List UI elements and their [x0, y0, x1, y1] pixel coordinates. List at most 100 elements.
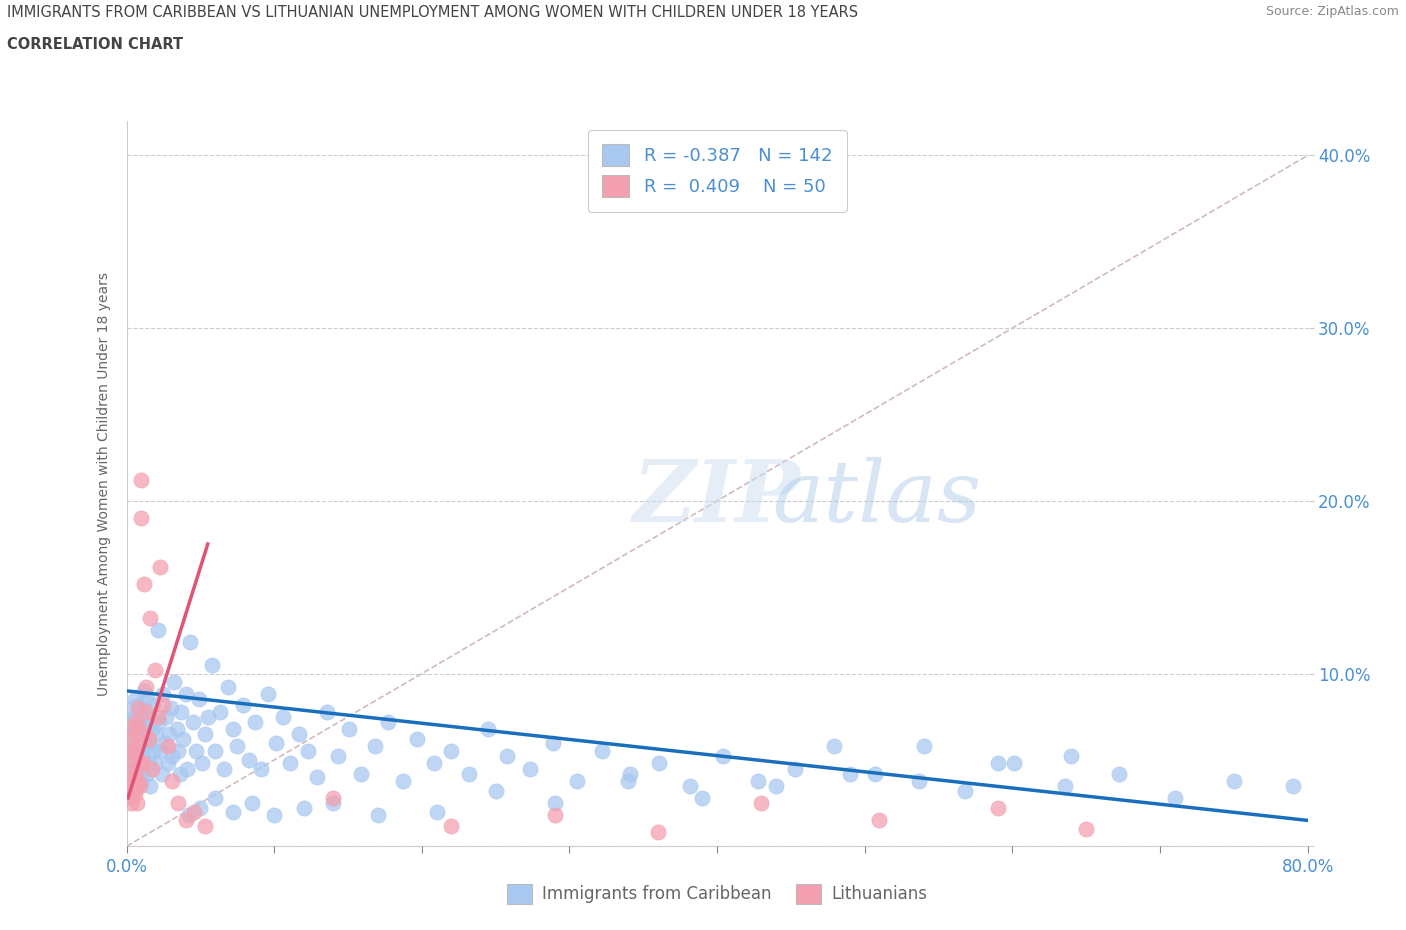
Point	[125, 736, 148, 751]
Point	[124, 692, 146, 707]
Point	[765, 778, 787, 793]
Point	[987, 801, 1010, 816]
Point	[222, 804, 245, 819]
Point	[425, 804, 447, 819]
Point	[148, 714, 170, 729]
Point	[120, 744, 142, 759]
Point	[120, 796, 142, 811]
Point	[127, 700, 149, 715]
Text: IMMIGRANTS FROM CARIBBEAN VS LITHUANIAN UNEMPLOYMENT AMONG WOMEN WITH CHILDREN U: IMMIGRANTS FROM CARIBBEAN VS LITHUANIAN …	[7, 5, 858, 20]
Point	[201, 658, 224, 672]
Point	[155, 710, 177, 724]
Point	[129, 773, 153, 788]
Point	[711, 749, 734, 764]
Point	[565, 773, 588, 788]
Point	[212, 761, 235, 776]
Point	[142, 698, 165, 712]
Point	[322, 790, 344, 805]
Point	[127, 773, 149, 788]
Point	[156, 738, 179, 753]
Point	[134, 761, 156, 776]
Point	[118, 756, 141, 771]
Point	[838, 766, 860, 781]
Point	[366, 808, 388, 823]
Point	[124, 722, 146, 737]
Point	[647, 825, 669, 840]
Point	[152, 698, 174, 712]
Point	[169, 766, 191, 781]
Point	[167, 796, 190, 811]
Point	[124, 766, 146, 781]
Point	[125, 778, 148, 793]
Point	[987, 756, 1010, 771]
Point	[440, 744, 463, 759]
Point	[1164, 790, 1187, 805]
Point	[143, 663, 166, 678]
Point	[120, 714, 142, 729]
Point	[543, 808, 565, 823]
Point	[257, 687, 280, 702]
Point	[157, 726, 180, 741]
Text: atlas: atlas	[772, 457, 981, 539]
Point	[823, 738, 845, 753]
Point	[120, 744, 142, 759]
Point	[128, 736, 150, 751]
Point	[240, 796, 263, 811]
Point	[406, 732, 429, 747]
Point	[135, 714, 157, 729]
Point	[222, 722, 245, 737]
Point	[1282, 778, 1305, 793]
Point	[142, 744, 165, 759]
Point	[391, 773, 413, 788]
Point	[194, 818, 217, 833]
Point	[149, 744, 172, 759]
Point	[132, 726, 155, 741]
Point	[188, 801, 211, 816]
Point	[751, 796, 773, 811]
Point	[141, 722, 163, 737]
Point	[136, 692, 159, 707]
Point	[1076, 821, 1098, 836]
Point	[149, 559, 172, 574]
Point	[953, 784, 976, 799]
Point	[152, 687, 174, 702]
Point	[135, 738, 157, 753]
Point	[134, 577, 156, 591]
Point	[543, 796, 565, 811]
Point	[128, 756, 150, 771]
Point	[135, 680, 157, 695]
Point	[869, 813, 891, 828]
Point	[124, 770, 146, 785]
Point	[619, 766, 641, 781]
Point	[167, 744, 190, 759]
Point	[322, 796, 344, 811]
Point	[128, 766, 150, 781]
Point	[127, 756, 149, 771]
Legend: Immigrants from Caribbean, Lithuanians: Immigrants from Caribbean, Lithuanians	[501, 877, 934, 910]
Point	[138, 736, 160, 751]
Point	[136, 704, 159, 719]
Point	[305, 770, 328, 785]
Point	[280, 756, 302, 771]
Point	[138, 756, 160, 771]
Point	[125, 744, 148, 759]
Point	[617, 773, 640, 788]
Point	[422, 756, 444, 771]
Point	[132, 700, 155, 715]
Point	[121, 700, 143, 715]
Point	[120, 773, 142, 788]
Point	[316, 704, 339, 719]
Point	[326, 749, 349, 764]
Point	[183, 804, 205, 819]
Point	[271, 710, 294, 724]
Point	[484, 784, 508, 799]
Point	[679, 778, 702, 793]
Point	[179, 635, 201, 650]
Point	[377, 714, 399, 729]
Point	[122, 773, 145, 788]
Point	[122, 784, 145, 799]
Point	[197, 710, 219, 724]
Point	[263, 808, 285, 823]
Point	[243, 714, 266, 729]
Point	[496, 749, 519, 764]
